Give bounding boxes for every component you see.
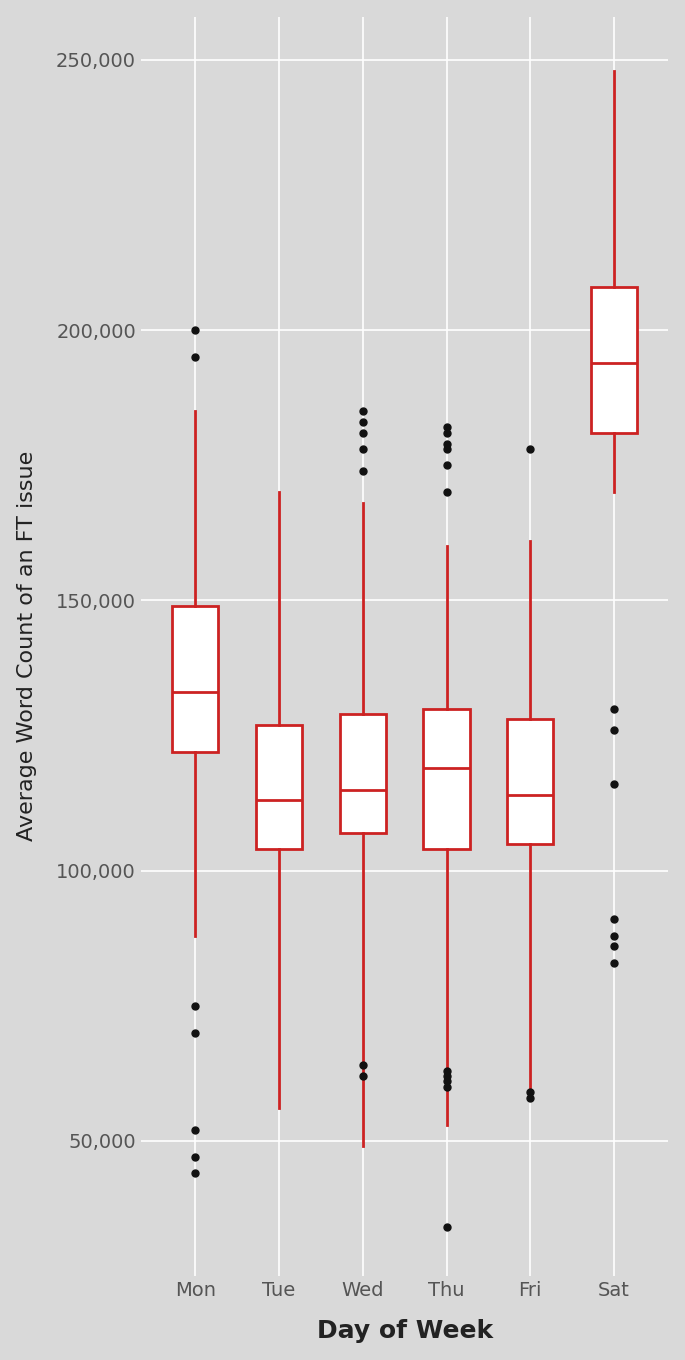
PathPatch shape [507, 719, 553, 843]
PathPatch shape [256, 725, 302, 849]
PathPatch shape [340, 714, 386, 832]
Y-axis label: Average Word Count of an FT issue: Average Word Count of an FT issue [16, 452, 37, 842]
X-axis label: Day of Week: Day of Week [316, 1319, 493, 1344]
PathPatch shape [173, 605, 219, 752]
PathPatch shape [591, 287, 637, 432]
PathPatch shape [423, 709, 469, 849]
